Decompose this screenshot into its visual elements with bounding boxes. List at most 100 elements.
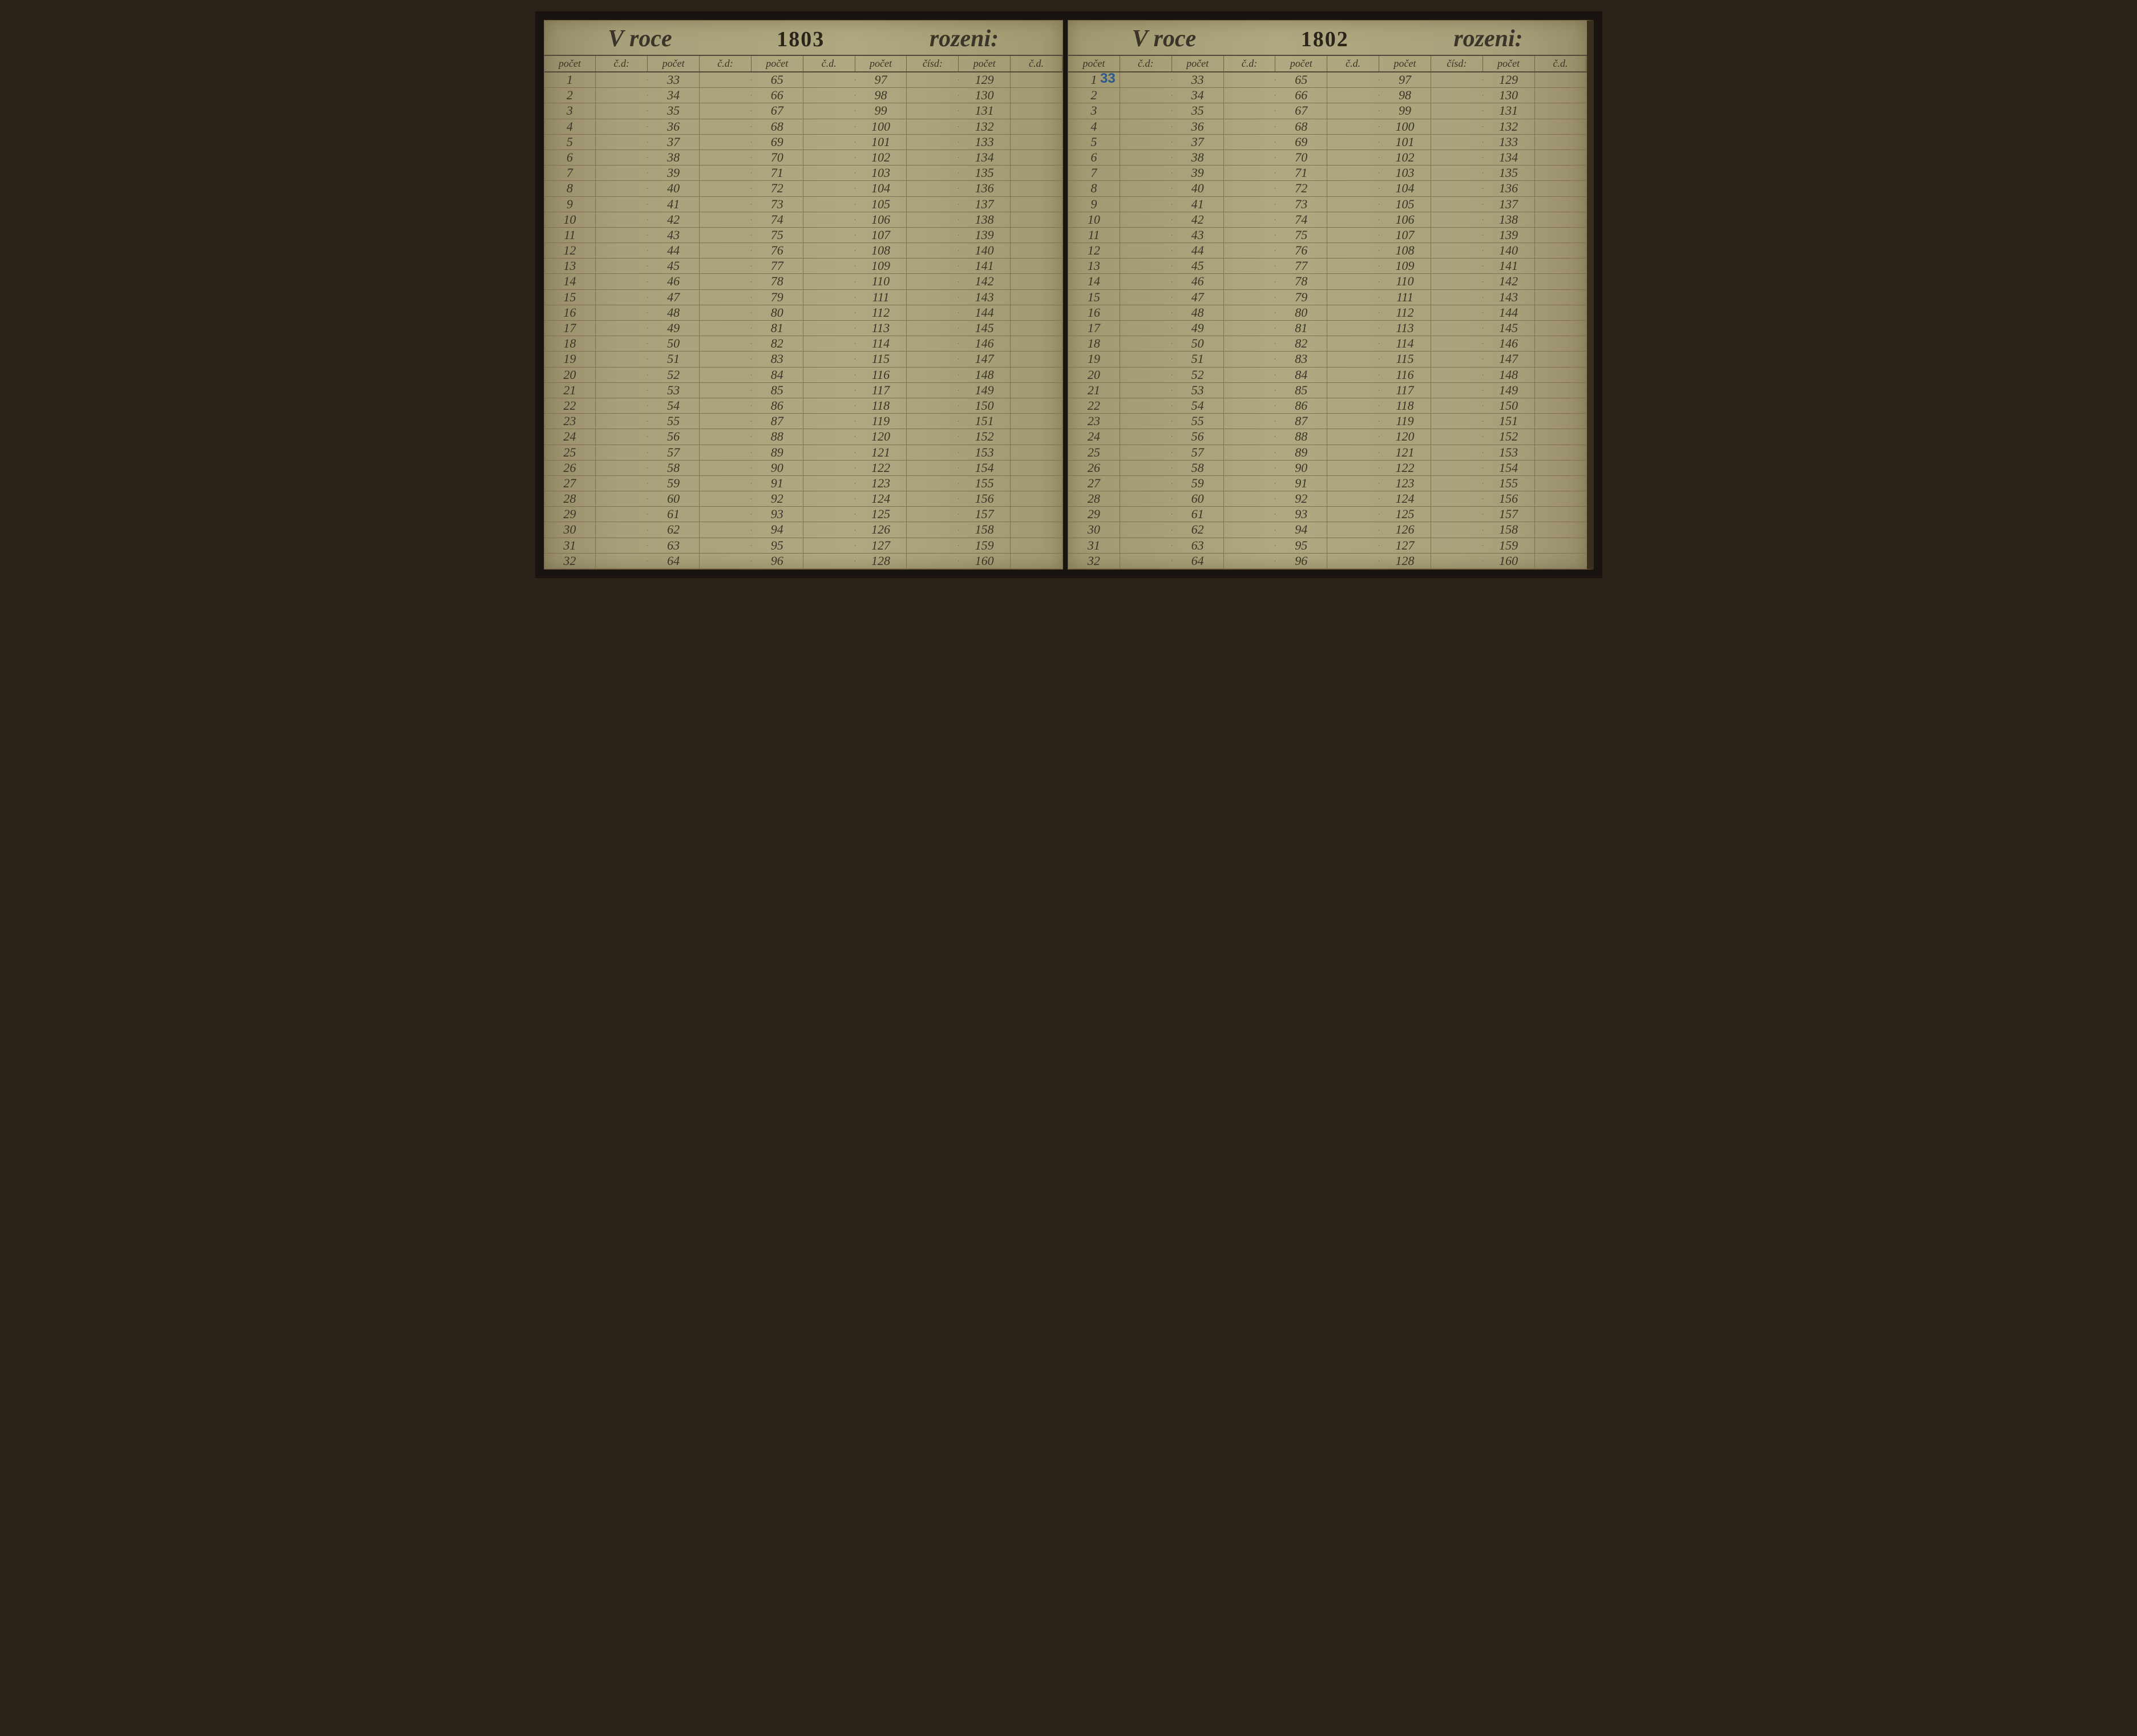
table-cell <box>1535 281 1587 282</box>
table-cell: 81 <box>752 321 803 336</box>
table-cell: 29 <box>1068 507 1120 522</box>
table-cell <box>907 312 959 313</box>
table-cell <box>1224 498 1276 499</box>
table-cell: 71 <box>752 165 803 180</box>
table-cell: 30 <box>1068 522 1120 537</box>
table-cell: 158 <box>1483 522 1535 537</box>
table-cell <box>1120 95 1172 96</box>
table-cell <box>596 467 648 469</box>
table-row: 2346698130 <box>544 88 1063 103</box>
table-cell: 152 <box>959 429 1011 444</box>
table-cell: 115 <box>855 352 907 366</box>
left-title-suffix: rozeni: <box>930 25 999 53</box>
table-cell: 112 <box>855 305 907 320</box>
table-cell <box>1120 281 1172 282</box>
table-cell: 94 <box>1275 522 1327 537</box>
table-cell <box>1011 79 1063 80</box>
left-column-headers: početč.d:početč.d:početč.d.početčísd:poč… <box>544 56 1063 72</box>
table-cell: 25 <box>544 445 596 460</box>
table-row: 245688120152 <box>544 429 1063 445</box>
column-header: č.d: <box>700 56 752 71</box>
table-cell <box>1011 297 1063 298</box>
table-cell: 70 <box>752 150 803 165</box>
table-cell <box>596 172 648 173</box>
table-cell <box>1327 142 1379 143</box>
table-row: 174981113145 <box>1068 321 1587 336</box>
table-cell <box>1535 421 1587 422</box>
table-cell: 132 <box>1483 119 1535 134</box>
table-row: 84072104136 <box>544 181 1063 196</box>
table-cell: 97 <box>855 72 907 87</box>
table-cell: 69 <box>1275 135 1327 150</box>
table-cell: 17 <box>544 321 596 336</box>
table-cell: 2 <box>1068 88 1120 103</box>
table-cell <box>1120 514 1172 515</box>
table-cell <box>907 358 959 360</box>
table-cell: 150 <box>959 398 1011 413</box>
table-cell: 42 <box>1172 212 1224 227</box>
table-cell: 40 <box>1172 181 1224 196</box>
table-cell: 132 <box>959 119 1011 134</box>
table-cell <box>907 452 959 453</box>
table-cell: 4 <box>1068 119 1120 134</box>
table-cell: 79 <box>1275 290 1327 305</box>
table-cell <box>1011 405 1063 406</box>
table-cell: 116 <box>855 368 907 382</box>
table-cell <box>1431 467 1483 469</box>
table-cell: 133 <box>959 135 1011 150</box>
table-cell <box>1327 328 1379 329</box>
table-cell: 69 <box>752 135 803 150</box>
table-cell: 156 <box>1483 491 1535 506</box>
table-cell <box>907 250 959 251</box>
table-cell <box>1535 312 1587 313</box>
table-cell: 77 <box>752 259 803 273</box>
table-row: 73971103135 <box>1068 165 1587 181</box>
table-cell <box>1431 95 1483 96</box>
table-cell <box>700 297 752 298</box>
table-cell: 37 <box>1172 135 1224 150</box>
table-row: 235587119151 <box>544 414 1063 429</box>
table-row: 185082114146 <box>1068 336 1587 352</box>
table-cell: 18 <box>544 336 596 351</box>
table-cell: 137 <box>1483 197 1535 212</box>
table-cell <box>803 436 855 437</box>
table-cell <box>1535 545 1587 546</box>
table-cell <box>1011 126 1063 127</box>
table-cell: 72 <box>1275 181 1327 196</box>
table-cell: 85 <box>1275 383 1327 398</box>
table-cell: 74 <box>1275 212 1327 227</box>
table-cell: 39 <box>648 165 700 180</box>
table-cell <box>1431 219 1483 220</box>
table-cell: 3 <box>544 103 596 118</box>
table-cell: 48 <box>648 305 700 320</box>
table-cell: 134 <box>959 150 1011 165</box>
table-cell: 10 <box>544 212 596 227</box>
table-cell: 15 <box>544 290 596 305</box>
table-row: 53769101133 <box>544 135 1063 150</box>
table-cell <box>1431 142 1483 143</box>
table-cell <box>1535 358 1587 360</box>
table-cell: 75 <box>752 228 803 243</box>
table-cell: 41 <box>648 197 700 212</box>
table-cell: 111 <box>1379 290 1431 305</box>
table-cell: 148 <box>1483 368 1535 382</box>
table-cell: 2 <box>544 88 596 103</box>
table-cell: 29 <box>544 507 596 522</box>
table-cell <box>1011 235 1063 236</box>
table-row: 1336597129 <box>544 72 1063 88</box>
table-cell: 20 <box>544 368 596 382</box>
table-cell: 88 <box>1275 429 1327 444</box>
table-row: 195183115147 <box>544 352 1063 367</box>
table-cell: 47 <box>648 290 700 305</box>
table-row: 265890122154 <box>544 461 1063 476</box>
table-cell: 114 <box>1379 336 1431 351</box>
table-cell <box>1224 530 1276 531</box>
column-header: č.d. <box>1327 56 1379 71</box>
table-cell: 103 <box>855 165 907 180</box>
table-cell <box>1120 390 1172 391</box>
table-cell <box>700 172 752 173</box>
table-cell: 131 <box>959 103 1011 118</box>
right-title-prefix: V roce <box>1132 25 1196 53</box>
table-cell: 19 <box>544 352 596 366</box>
right-title-suffix: rozeni: <box>1453 25 1522 53</box>
